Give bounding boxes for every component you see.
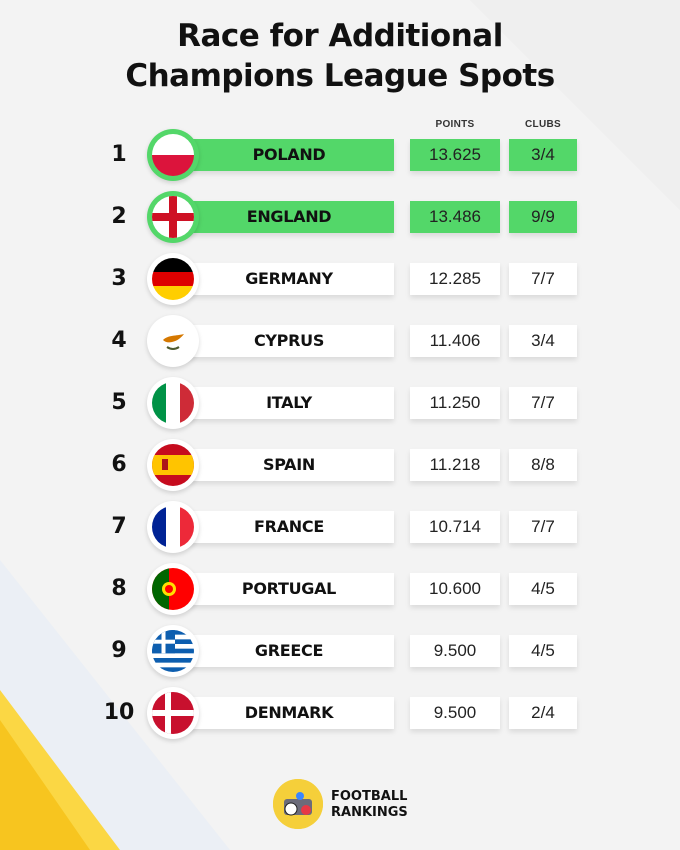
table-row: 7 FRANCE 10.714 7/7 [0, 500, 680, 554]
points-value: 12.285 [410, 263, 500, 295]
flag-badge [147, 315, 199, 367]
clubs-value: 8/8 [509, 449, 577, 481]
flag-badge [147, 439, 199, 491]
clubs-value: 4/5 [509, 635, 577, 667]
rank-number: 5 [111, 390, 127, 415]
rank-number: 2 [111, 204, 127, 229]
brand-line-2: RANKINGS [331, 805, 408, 820]
country-bar [172, 325, 394, 357]
france-flag-icon [152, 506, 194, 548]
country-name: POLAND [252, 145, 326, 164]
points-value: 11.250 [410, 387, 500, 419]
table-row: 8 PORTUGAL 10.600 4/5 [0, 562, 680, 616]
rank-number: 7 [111, 514, 127, 539]
points-value: 11.218 [410, 449, 500, 481]
clubs-value: 2/4 [509, 697, 577, 729]
rank-number: 1 [111, 142, 127, 167]
rank-number: 9 [111, 638, 127, 663]
table-row: 10 DENMARK 9.500 2/4 [0, 686, 680, 740]
flag-badge [147, 501, 199, 553]
country-name: GREECE [254, 641, 324, 660]
country-bar [172, 139, 394, 171]
flag-badge [147, 625, 199, 677]
flag-badge [147, 253, 199, 305]
table-row: 4 CYPRUS 11.406 3/4 [0, 314, 680, 368]
country-name: ITALY [266, 393, 312, 412]
poland-flag-icon [152, 134, 194, 176]
table-row: 9 GREECE 9.500 4/5 [0, 624, 680, 678]
brand-name: FOOTBALL RANKINGS [331, 789, 408, 821]
brand-line-1: FOOTBALL [331, 789, 408, 804]
rank-number: 6 [111, 452, 127, 477]
clubs-value: 7/7 [509, 511, 577, 543]
rank-number: 4 [111, 328, 127, 353]
rank-number: 8 [111, 576, 127, 601]
country-name: PORTUGAL [241, 579, 337, 598]
country-name: SPAIN [262, 455, 315, 474]
flag-badge [147, 687, 199, 739]
clubs-value: 4/5 [509, 573, 577, 605]
table-row: 6 SPAIN 11.218 8/8 [0, 438, 680, 492]
points-value: 9.500 [410, 635, 500, 667]
title-line-2: Champions League Spots [125, 58, 555, 94]
country-name: ENGLAND [246, 207, 332, 226]
points-value: 9.500 [410, 697, 500, 729]
country-name: CYPRUS [253, 331, 325, 350]
points-value: 13.625 [410, 139, 500, 171]
flag-badge [147, 563, 199, 615]
country-bar [172, 263, 394, 295]
country-bar [172, 387, 394, 419]
country-bar [172, 449, 394, 481]
football-rankings-logo [273, 779, 323, 829]
cyprus-flag-icon [152, 320, 194, 362]
rank-number: 10 [103, 700, 135, 725]
table-row: 2 ENGLAND 13.486 9/9 [0, 190, 680, 244]
points-value: 10.714 [410, 511, 500, 543]
denmark-flag-icon [152, 692, 194, 734]
table-row: 3 GERMANY 12.285 7/7 [0, 252, 680, 306]
points-value: 13.486 [410, 201, 500, 233]
country-bar [172, 697, 394, 729]
points-value: 11.406 [410, 325, 500, 357]
title-line-1: Race for Additional [177, 18, 503, 54]
country-bar [172, 511, 394, 543]
country-name: DENMARK [244, 703, 334, 722]
rank-number: 3 [111, 266, 127, 291]
table-row: 5 ITALY 11.250 7/7 [0, 376, 680, 430]
portugal-flag-icon [152, 568, 194, 610]
flag-badge [147, 129, 199, 181]
country-bar [172, 201, 394, 233]
clubs-value: 7/7 [509, 263, 577, 295]
points-value: 10.600 [410, 573, 500, 605]
clubs-value: 7/7 [509, 387, 577, 419]
country-bar [172, 635, 394, 667]
germany-flag-icon [152, 258, 194, 300]
country-name: GERMANY [245, 269, 333, 288]
clubs-value: 3/4 [509, 325, 577, 357]
clubs-column-header: CLUBS [525, 119, 561, 130]
flag-badge [147, 191, 199, 243]
greece-flag-icon [152, 630, 194, 672]
page-title: Race for Additional Champions League Spo… [0, 16, 680, 96]
england-flag-icon [152, 196, 194, 238]
clubs-value: 9/9 [509, 201, 577, 233]
italy-flag-icon [152, 382, 194, 424]
table-row: 1 POLAND 13.625 3/4 [0, 128, 680, 182]
spain-flag-icon [152, 444, 194, 486]
points-column-header: POINTS [435, 119, 475, 130]
flag-badge [147, 377, 199, 429]
country-bar [172, 573, 394, 605]
clubs-value: 3/4 [509, 139, 577, 171]
logo-graphic-icon [273, 779, 323, 829]
country-name: FRANCE [254, 517, 324, 536]
